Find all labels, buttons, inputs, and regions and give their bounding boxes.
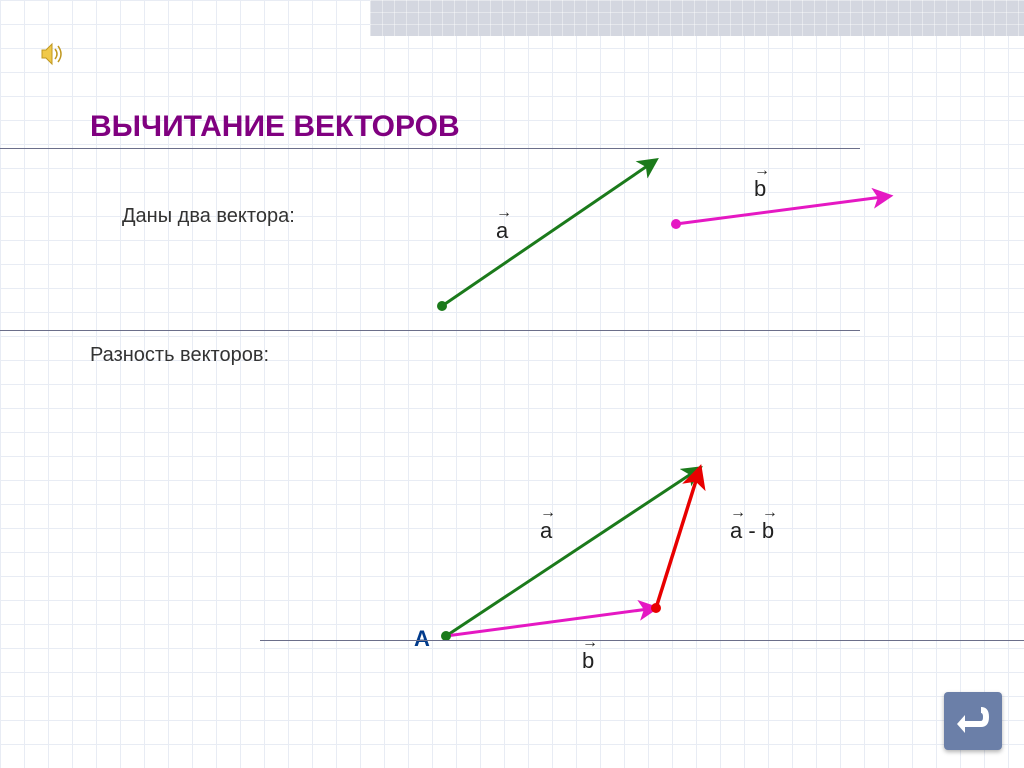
bottom-vector-a <box>446 468 700 636</box>
top-label-a: a <box>496 218 508 244</box>
slide-title: ВЫЧИТАНИЕ ВЕКТОРОВ <box>90 110 460 144</box>
top-vector-a-origin-dot <box>437 301 447 311</box>
title-underline <box>0 148 860 149</box>
divider-1 <box>0 330 860 331</box>
sound-icon[interactable] <box>38 40 66 73</box>
top-vector-a <box>442 160 656 306</box>
given-vectors-label: Даны два вектора: <box>122 205 295 228</box>
return-arrow-icon <box>953 701 993 741</box>
return-button[interactable] <box>944 692 1002 750</box>
bottom-vector-diff <box>656 468 700 608</box>
top-vector-b-origin-dot <box>671 219 681 229</box>
bottom-b-end-dot <box>651 603 661 613</box>
divider-2 <box>260 640 1024 641</box>
diff-a: a <box>730 518 742 544</box>
difference-vectors-label: Разность векторов: <box>90 344 269 367</box>
slide-container: ВЫЧИТАНИЕ ВЕКТОРОВ Даны два вектора: Раз… <box>0 0 1024 768</box>
top-vector-b <box>676 196 890 224</box>
top-label-b: b <box>754 176 766 202</box>
bottom-label-a: a <box>540 518 552 544</box>
point-A-label: A <box>414 626 430 652</box>
bottom-vector-b <box>446 608 656 636</box>
bottom-label-diff: a - b <box>730 518 774 544</box>
diff-b: b <box>762 518 774 544</box>
bottom-label-b: b <box>582 648 594 674</box>
top-decorative-bar <box>370 0 1024 36</box>
